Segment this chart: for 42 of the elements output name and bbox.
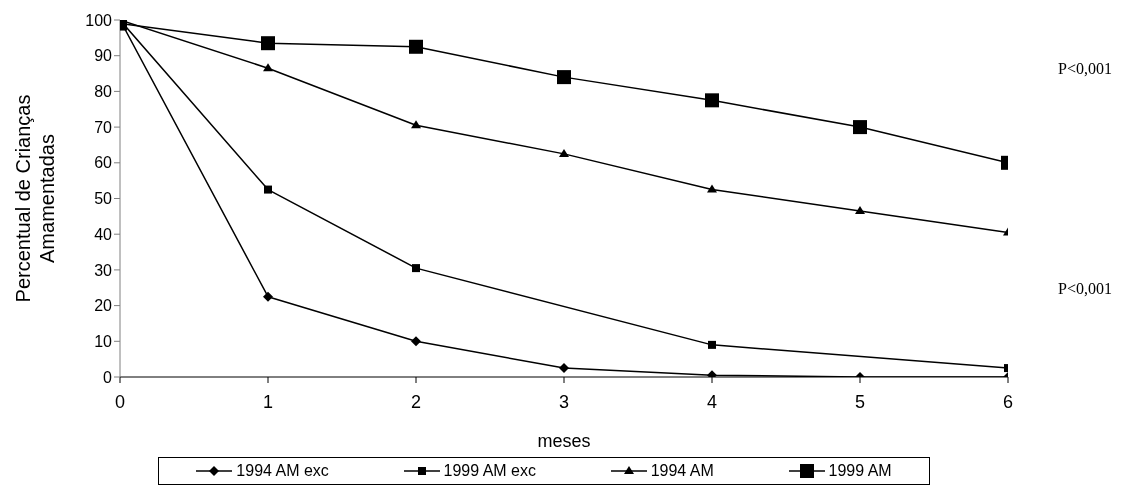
x-axis-title: meses bbox=[537, 431, 591, 451]
point bbox=[261, 36, 275, 51]
x-tick-label: 0 bbox=[114, 391, 126, 412]
point bbox=[409, 39, 423, 54]
point bbox=[412, 264, 420, 273]
y-tick-label: 90 bbox=[94, 47, 113, 65]
point bbox=[557, 70, 571, 85]
point bbox=[705, 93, 719, 108]
y-tick-label: 20 bbox=[94, 297, 113, 315]
y-tick-label: 100 bbox=[85, 11, 113, 29]
legend-label: 1999 AM bbox=[828, 462, 892, 480]
legend-label: 1994 AM bbox=[650, 462, 714, 480]
point bbox=[263, 63, 273, 72]
point bbox=[559, 148, 569, 157]
point bbox=[559, 363, 569, 374]
x-tick-label: 1 bbox=[262, 391, 274, 412]
x-tick-label: 6 bbox=[1002, 391, 1014, 412]
y-tick-label: 10 bbox=[94, 332, 113, 350]
point bbox=[411, 120, 421, 129]
y-axis-title: Percentual de Crianças Amamentadas bbox=[12, 94, 58, 303]
point bbox=[264, 185, 272, 194]
y-tick-label: 0 bbox=[103, 368, 113, 386]
x-tick-label: 3 bbox=[558, 391, 570, 412]
point bbox=[708, 340, 716, 349]
x-tick-label: 2 bbox=[410, 391, 422, 412]
legend-label: 1999 AM exc bbox=[443, 462, 536, 480]
y-tick-label: 70 bbox=[94, 118, 113, 136]
y-tick-label: 30 bbox=[94, 261, 113, 279]
point bbox=[411, 336, 421, 347]
text: P<0,001 bbox=[1058, 280, 1112, 298]
y-tick-label: 60 bbox=[94, 154, 113, 172]
x-tick-label: 4 bbox=[706, 391, 718, 412]
point bbox=[855, 205, 865, 214]
x-tick-label: 5 bbox=[854, 391, 866, 412]
text: P<0,001 bbox=[1058, 60, 1112, 78]
y-tick-label: 40 bbox=[94, 225, 113, 243]
point bbox=[853, 120, 867, 135]
y-tick-label: 80 bbox=[94, 83, 113, 101]
point bbox=[263, 291, 273, 302]
point bbox=[707, 184, 717, 193]
legend-label: 1994 AM exc bbox=[236, 462, 329, 480]
y-tick-label: 50 bbox=[94, 190, 113, 208]
